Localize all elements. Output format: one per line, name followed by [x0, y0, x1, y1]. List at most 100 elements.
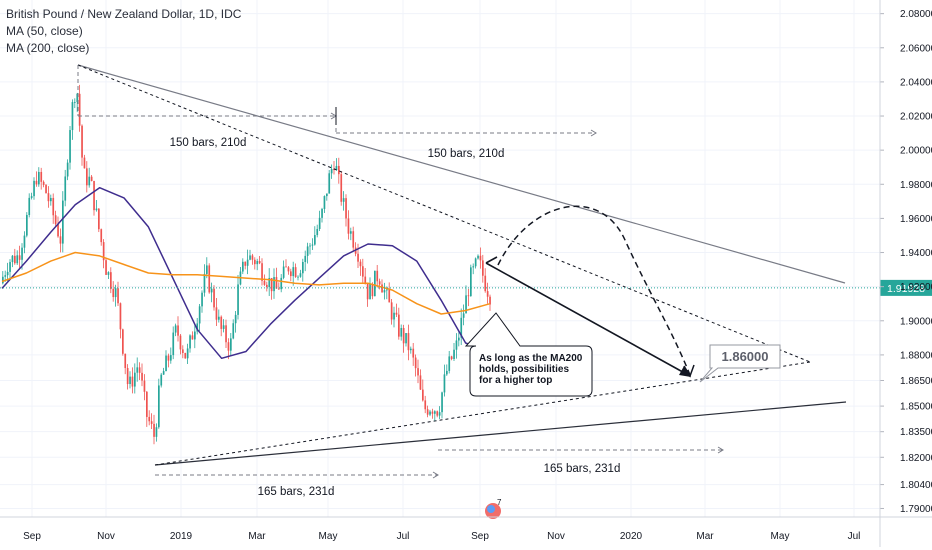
candle-body — [398, 314, 400, 337]
y-tick-label: 1.98000 — [900, 180, 932, 191]
ma200-label[interactable]: MA (200, close) — [6, 41, 90, 55]
callout-line: As long as the MA200 — [479, 353, 583, 364]
candle-body — [335, 165, 338, 171]
candle-body — [436, 411, 439, 416]
measure-label: 165 bars, 231d — [544, 463, 621, 475]
candle-body — [107, 272, 110, 275]
candle-body — [225, 325, 227, 343]
symbol-title[interactable]: British Pound / New Zealand Dollar, 1D, … — [6, 7, 242, 21]
candle-body — [218, 316, 220, 320]
candle-body — [14, 255, 16, 264]
x-tick-label: Jul — [848, 531, 861, 542]
candle-body — [102, 242, 105, 261]
candle-body — [141, 372, 143, 381]
candle-body — [484, 275, 487, 292]
candle-body — [254, 259, 256, 265]
candle-body — [81, 125, 83, 158]
candle-body — [76, 93, 79, 103]
ma50-line — [1, 186, 491, 360]
candle-body — [40, 171, 43, 182]
candle-body — [148, 416, 151, 422]
x-tick-label: Mar — [696, 531, 714, 542]
candle-body — [112, 288, 115, 298]
candle-body — [136, 367, 139, 373]
y-tick-label: 1.80400 — [900, 480, 932, 491]
candle-body — [2, 276, 4, 284]
candle-body — [465, 295, 467, 314]
candle-body — [448, 356, 451, 371]
candle-body — [266, 284, 268, 288]
candle-body — [146, 391, 148, 417]
candle-body — [338, 165, 340, 175]
candle-body — [462, 313, 465, 318]
y-tick-label: 1.88000 — [900, 350, 932, 361]
candle-body — [33, 180, 35, 197]
candle-body — [362, 266, 364, 277]
candle-body — [162, 371, 165, 375]
candle-body — [98, 208, 100, 230]
candle-body — [378, 281, 381, 285]
candle-body — [479, 255, 482, 261]
x-tick-label: Jul — [397, 531, 410, 542]
candle-body — [263, 280, 266, 285]
candle-body — [429, 411, 431, 415]
candle-body — [381, 284, 383, 293]
ruler-2-arrow — [590, 129, 597, 137]
candle-body — [374, 270, 376, 297]
candle-body — [11, 255, 14, 263]
callout-box — [464, 312, 593, 397]
candle-body — [482, 260, 484, 276]
candle-body — [52, 197, 55, 216]
candle-body — [184, 352, 187, 359]
candle-body — [206, 265, 208, 274]
candle-body — [330, 169, 333, 174]
y-tick-label: 1.96000 — [900, 214, 932, 225]
candle-body — [297, 276, 299, 278]
candle-body — [261, 263, 263, 281]
candle-body — [280, 277, 283, 290]
candle-body — [23, 235, 26, 248]
candle-body — [74, 102, 76, 103]
candle-body — [460, 317, 463, 338]
candle-body — [311, 244, 314, 246]
y-tick-label: 1.86500 — [900, 376, 932, 387]
candle-body — [69, 130, 71, 163]
candle-body — [45, 184, 47, 194]
candle-body — [222, 325, 225, 329]
candle-body — [86, 168, 88, 186]
candle-body — [227, 342, 230, 351]
candle-body — [477, 255, 479, 259]
candle-body — [419, 375, 422, 390]
candle-body — [124, 353, 127, 369]
ma50-label[interactable]: MA (50, close) — [6, 24, 83, 38]
last-price-tag — [880, 279, 932, 296]
upper-trendline — [77, 64, 846, 284]
candle-body — [90, 176, 93, 182]
candle-body — [119, 303, 122, 330]
x-tick-label: Sep — [23, 531, 41, 542]
candle-body — [93, 181, 95, 211]
candle-body — [186, 348, 189, 359]
candle-body — [486, 291, 489, 297]
candle-body — [275, 277, 278, 289]
candle-body — [196, 323, 199, 332]
candle-body — [302, 261, 304, 274]
candle-body — [340, 174, 343, 202]
candle-body — [237, 284, 239, 315]
candle-body — [9, 262, 11, 272]
candle-body — [458, 337, 460, 341]
candle-body — [405, 333, 407, 344]
candle-body — [366, 283, 369, 300]
measure-label: 150 bars, 210d — [170, 137, 247, 149]
lower-trendline — [154, 401, 847, 466]
candle-body — [172, 332, 175, 356]
grid — [0, 0, 880, 517]
x-tick-label: Mar — [248, 531, 266, 542]
candle-body — [306, 246, 309, 256]
candle-body — [100, 229, 103, 243]
candle-body — [30, 196, 33, 198]
candle-body — [441, 392, 443, 413]
candle-body — [345, 198, 347, 219]
candle-body — [167, 355, 170, 361]
